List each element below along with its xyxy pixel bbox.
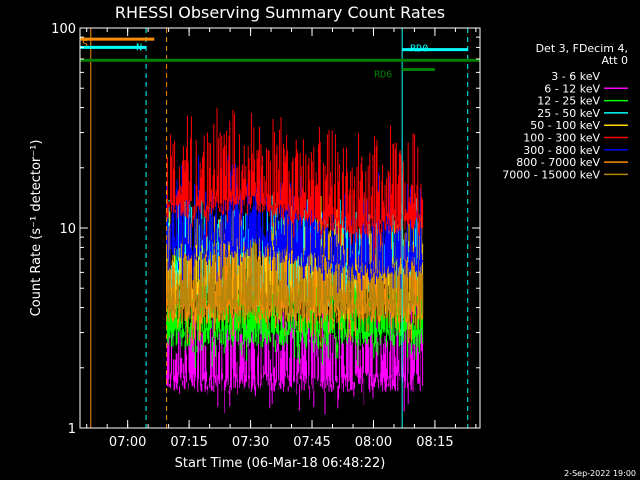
flag-label: S (82, 39, 88, 50)
series-trace (172, 314, 423, 428)
legend-label: 6 - 12 keV (544, 82, 600, 95)
legend-label: 12 - 25 keV (537, 95, 600, 108)
x-tick-label: 07:45 (293, 435, 330, 450)
x-tick-label: 08:15 (416, 435, 453, 450)
y-axis-label: Count Rate (s⁻¹ detector⁻¹) (29, 140, 44, 317)
plot-area: S N RD0 RD6 (80, 28, 480, 428)
x-tick-label: 07:15 (170, 435, 207, 450)
legend-label: 50 - 100 keV (530, 119, 600, 132)
legend-header: Det 3, FDecim 4, (536, 42, 628, 55)
x-axis-label: Start Time (06-Mar-18 06:48:22) (175, 456, 386, 471)
date-stamp: 2-Sep-2022 19:00 (564, 469, 636, 478)
legend-label: 300 - 800 keV (523, 144, 600, 157)
x-tick-label: 07:00 (109, 435, 146, 450)
y-tick-label: 10 (59, 222, 76, 237)
y-tick-label: 100 (51, 22, 76, 37)
legend-label: 25 - 50 keV (537, 107, 600, 120)
chart-title: RHESSI Observing Summary Count Rates (115, 3, 445, 22)
flag-label: RD0 (410, 44, 428, 55)
y-tick-label: 1 (68, 422, 76, 437)
legend-label: 100 - 300 keV (523, 132, 600, 145)
x-tick-label: 08:00 (355, 435, 392, 450)
legend-label: 7000 - 15000 keV (502, 168, 600, 181)
flag-label: N (136, 42, 142, 53)
legend-label: 3 - 6 keV (551, 70, 600, 83)
axes: 07:00 07:15 07:30 07:45 08:00 08:15 1 10 100 (51, 22, 480, 450)
flag-label: RD6 (374, 70, 392, 81)
legend-header: Att 0 (602, 54, 628, 67)
legend-label: 800 - 7000 keV (516, 156, 600, 169)
x-tick-label: 07:30 (232, 435, 269, 450)
